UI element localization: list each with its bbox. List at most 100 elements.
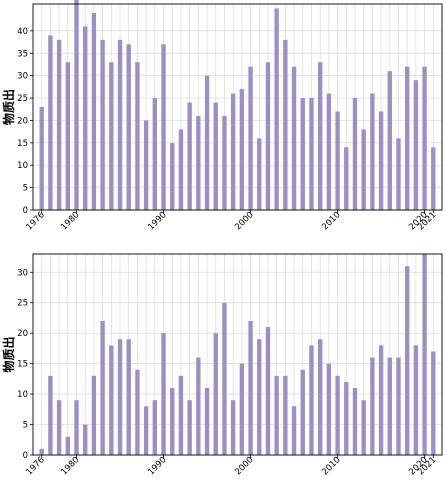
bar	[370, 93, 375, 210]
y-tick-label: 10	[17, 161, 28, 171]
bar	[126, 339, 131, 455]
bar	[126, 44, 131, 210]
bar	[378, 111, 384, 210]
bar	[48, 375, 53, 455]
bar	[335, 111, 340, 210]
bar	[161, 44, 166, 210]
bar	[83, 424, 88, 455]
bar	[378, 345, 384, 455]
bar	[265, 327, 271, 455]
bar	[300, 98, 305, 210]
bar	[135, 62, 140, 210]
y-tick-label: 10	[17, 390, 28, 400]
bar	[117, 339, 123, 455]
bar	[265, 62, 271, 210]
x-tick-label: 2010	[320, 455, 342, 477]
bar	[248, 66, 253, 210]
bar	[431, 147, 436, 210]
bar	[109, 345, 114, 455]
x-tick-label: 2010	[320, 210, 342, 232]
bar	[161, 333, 166, 455]
bar	[135, 369, 140, 455]
bar	[91, 12, 97, 210]
bar	[56, 400, 62, 455]
bar	[344, 147, 349, 210]
bar	[283, 375, 288, 455]
bar	[248, 321, 253, 455]
x-tick-label: 2000	[233, 455, 255, 477]
bar	[387, 71, 392, 210]
y-tick-label: 15	[17, 360, 28, 370]
bar	[143, 120, 149, 210]
y-tick-label: 25	[17, 299, 28, 309]
bar	[170, 142, 175, 210]
bar	[413, 345, 419, 455]
bar	[257, 339, 262, 455]
x-tick-label: 1990	[146, 455, 168, 477]
bar	[422, 254, 427, 455]
bar	[309, 98, 314, 210]
x-tick-label: 1990	[146, 210, 168, 232]
bar	[152, 400, 157, 455]
bar	[309, 345, 314, 455]
bar	[83, 26, 88, 210]
bar	[230, 93, 236, 210]
y-axis-label: 物质出	[1, 336, 16, 372]
y-tick-label: 40	[17, 27, 28, 37]
bar	[48, 35, 53, 210]
bar	[230, 400, 236, 455]
bar	[326, 363, 332, 455]
bar	[100, 321, 105, 455]
bar	[326, 93, 332, 210]
bar	[143, 406, 149, 455]
plot-frame	[32, 253, 443, 456]
bar	[204, 75, 210, 211]
bar	[117, 39, 123, 210]
bar	[431, 351, 436, 455]
bar	[222, 115, 227, 210]
bar	[65, 436, 70, 455]
y-tick-label: 20	[17, 329, 28, 339]
bar	[100, 39, 105, 210]
bar	[396, 357, 401, 455]
bar	[178, 375, 184, 455]
bar	[39, 107, 44, 210]
bar	[370, 357, 375, 455]
bar	[152, 98, 157, 210]
bar	[74, 0, 79, 210]
bar	[239, 89, 245, 210]
y-tick-label: 20	[17, 116, 28, 126]
bar	[422, 66, 427, 210]
bar	[239, 363, 245, 455]
y-tick-label: 15	[17, 139, 28, 149]
bar	[291, 406, 297, 455]
bar	[352, 98, 358, 210]
bar	[91, 375, 97, 455]
bar	[405, 266, 410, 455]
bar	[65, 62, 70, 210]
x-tick-label: 1980	[59, 455, 81, 477]
y-tick-label: 0	[23, 451, 28, 461]
bar	[213, 333, 218, 455]
y-tick-label: 25	[17, 94, 28, 104]
bar	[396, 138, 401, 210]
plot-frame	[32, 3, 443, 211]
bar	[317, 339, 323, 455]
bar	[387, 357, 392, 455]
bar	[56, 39, 62, 210]
bar	[178, 129, 184, 210]
bar	[274, 375, 279, 455]
bar	[222, 302, 227, 455]
y-tick-label: 30	[17, 268, 28, 278]
bar	[352, 388, 358, 455]
bar	[361, 129, 366, 210]
bar	[196, 357, 201, 455]
bar	[361, 400, 366, 455]
y-tick-label: 30	[17, 72, 28, 82]
bar	[39, 448, 44, 455]
y-tick-label: 0	[23, 206, 28, 216]
bar	[204, 388, 210, 455]
y-tick-label: 5	[23, 184, 28, 194]
